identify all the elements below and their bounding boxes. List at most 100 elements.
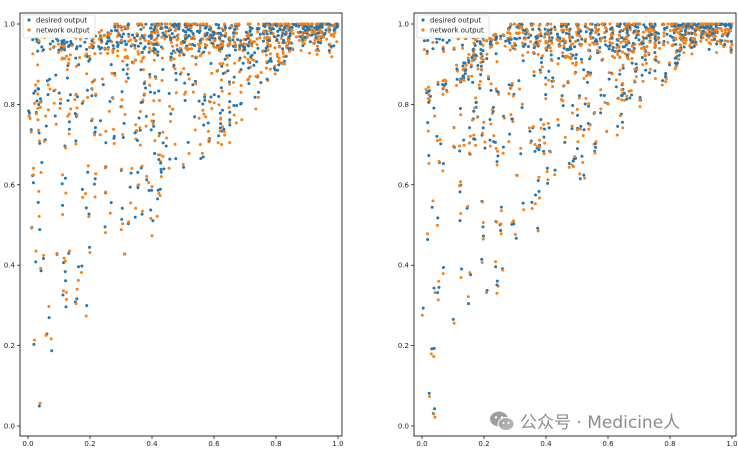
network-output-point (470, 74, 474, 78)
network-output-point (666, 22, 670, 26)
desired-output-point (217, 94, 221, 98)
network-output-point (540, 65, 544, 69)
network-output-point (595, 42, 599, 46)
network-output-point (44, 333, 48, 337)
desired-output-point (604, 43, 608, 47)
network-output-point (111, 48, 115, 52)
network-output-point (57, 50, 61, 54)
network-output-point (37, 214, 41, 218)
network-output-point (638, 22, 642, 26)
network-output-point (517, 31, 521, 35)
network-output-point (549, 49, 553, 53)
network-output-point (194, 82, 198, 86)
network-output-point (152, 99, 156, 103)
network-output-point (301, 33, 305, 37)
network-output-point (494, 87, 498, 91)
network-output-point (508, 48, 512, 52)
desired-output-point (265, 77, 269, 81)
desired-output-point (575, 147, 579, 151)
network-output-point (621, 63, 625, 67)
network-output-point (530, 24, 534, 28)
network-output-point (601, 22, 605, 26)
network-output-point (154, 77, 158, 81)
network-output-point (499, 232, 503, 236)
network-output-point (195, 55, 199, 59)
desired-output-point (85, 47, 89, 51)
network-output-point (55, 252, 59, 256)
desired-output-point (508, 25, 512, 29)
network-output-point (422, 48, 426, 52)
desired-output-point (474, 100, 478, 104)
network-output-point (618, 68, 622, 72)
desired-output-point (553, 25, 557, 29)
desired-output-point (630, 93, 634, 97)
network-output-point (476, 67, 480, 71)
desired-output-point (510, 117, 514, 121)
desired-output-point (318, 23, 322, 27)
network-output-point (544, 41, 548, 45)
desired-output-point (728, 23, 732, 27)
network-output-point (573, 71, 577, 75)
network-output-point (216, 68, 220, 72)
desired-output-point (186, 72, 190, 76)
network-output-point (675, 22, 679, 26)
network-output-point (52, 44, 56, 48)
network-output-point (452, 126, 456, 130)
network-output-point (268, 52, 272, 56)
network-output-point (433, 291, 437, 295)
desired-output-point (231, 38, 235, 42)
network-output-point (327, 25, 331, 29)
desired-output-point (316, 40, 320, 44)
desired-output-point (148, 90, 152, 94)
network-output-point (519, 146, 523, 150)
desired-output-point (258, 32, 262, 36)
network-output-point (707, 41, 711, 45)
desired-output-point (332, 44, 336, 48)
desired-output-point (93, 126, 97, 130)
x-tick-label: 0.6 (208, 440, 220, 448)
network-output-point (610, 72, 614, 76)
y-tick-label: 0.8 (4, 101, 15, 109)
network-output-point (679, 28, 683, 32)
desired-output-point (538, 68, 542, 72)
desired-output-point (140, 50, 144, 54)
desired-output-point (620, 120, 624, 124)
desired-output-point (571, 53, 575, 57)
desired-output-point (98, 47, 102, 51)
desired-output-point (163, 34, 167, 38)
desired-output-point (201, 102, 205, 106)
desired-output-point (488, 117, 492, 121)
network-output-point (565, 27, 569, 31)
desired-output-point (432, 106, 436, 110)
network-output-point (278, 45, 282, 49)
desired-output-point (643, 58, 647, 62)
network-output-point (511, 94, 515, 98)
network-output-point (438, 138, 442, 142)
desired-output-point (90, 94, 94, 98)
network-output-point (642, 46, 646, 50)
desired-output-point (473, 43, 477, 47)
desired-output-point (93, 130, 97, 134)
desired-output-point (470, 56, 474, 60)
desired-output-point (310, 33, 314, 37)
network-output-point (583, 37, 587, 41)
desired-output-point (323, 31, 327, 35)
desired-output-point (421, 306, 425, 310)
desired-output-point (589, 31, 593, 35)
desired-output-point (468, 126, 472, 130)
desired-output-point (495, 279, 499, 283)
network-output-point (317, 49, 321, 53)
network-output-point (62, 256, 66, 260)
network-output-point (37, 39, 41, 43)
network-output-point (653, 40, 657, 44)
desired-output-point (532, 74, 536, 78)
desired-output-point (109, 29, 113, 33)
desired-output-point (521, 59, 525, 63)
network-output-point (281, 61, 285, 65)
desired-output-point (464, 68, 468, 72)
desired-output-point (145, 178, 149, 182)
network-output-point (571, 61, 575, 65)
network-output-point (617, 33, 621, 37)
desired-output-point (244, 30, 248, 34)
desired-output-point (149, 208, 153, 212)
